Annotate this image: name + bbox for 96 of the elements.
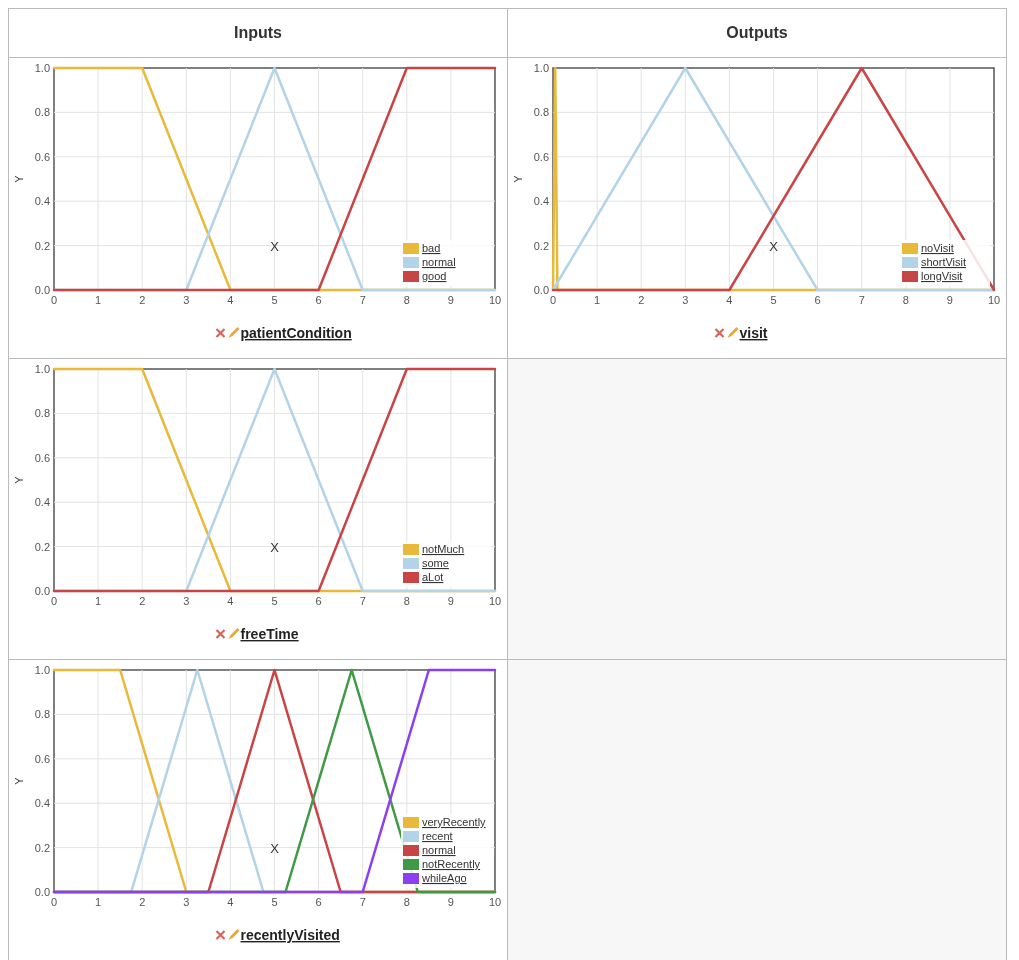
y-tick-label: 0.6 — [34, 451, 50, 464]
legend-label: noVisit — [921, 242, 954, 254]
x-tick-label: 0 — [50, 294, 58, 306]
x-axis-title: visit — [739, 325, 768, 341]
y-axis-title: Y — [13, 174, 25, 183]
x-axis-title: patientCondition — [240, 325, 352, 341]
x-tick-label: 0 — [549, 294, 557, 306]
x-tick-label: 9 — [447, 294, 454, 306]
x-tick-label: 8 — [403, 294, 410, 306]
y-axis-title: Y — [512, 174, 524, 183]
x-tick-label: 5 — [770, 294, 777, 306]
x-tick-label: 10 — [488, 896, 502, 908]
y-tick-label: 0.0 — [34, 886, 50, 898]
x-tick-label: 5 — [271, 294, 278, 306]
legend-label: notMuch — [422, 543, 465, 555]
x-tick-label: 5 — [271, 595, 278, 607]
y-tick-label: 0.8 — [34, 407, 50, 420]
y-tick-label: 1.0 — [34, 664, 50, 676]
annotation: X — [270, 840, 280, 856]
x-tick-label: 2 — [139, 896, 146, 908]
legend-label: good — [422, 270, 447, 282]
x-tick-label: 4 — [227, 294, 234, 306]
y-tick-label: 1.0 — [533, 62, 549, 74]
legend-label: bad — [422, 242, 441, 254]
x-tick-label: 1 — [95, 595, 102, 607]
annotation: X — [769, 238, 779, 254]
legend-label: shortVisit — [921, 256, 967, 268]
legend-label: notRecently — [422, 858, 481, 870]
y-tick-label: 0.4 — [533, 195, 549, 208]
x-tick-label: 2 — [638, 294, 645, 306]
legend-label: normal — [422, 844, 456, 856]
y-axis-title: Y — [13, 475, 25, 484]
x-tick-label: 9 — [447, 595, 454, 607]
y-tick-label: 0.0 — [34, 284, 50, 296]
legend-label: whileAgo — [421, 872, 467, 884]
x-tick-label: 1 — [95, 896, 102, 908]
x-tick-label: 8 — [403, 595, 410, 607]
x-tick-label: 4 — [726, 294, 733, 306]
y-tick-label: 0.8 — [34, 708, 50, 721]
chart-title: Outputs — [507, 8, 1007, 58]
y-tick-label: 0.2 — [34, 540, 50, 553]
legend-label: some — [422, 557, 449, 569]
x-tick-label: 0 — [50, 595, 58, 607]
y-tick-label: 1.0 — [34, 363, 50, 375]
annotation: X — [270, 238, 280, 254]
x-tick-label: 1 — [95, 294, 102, 306]
x-axis-title: freeTime — [240, 626, 299, 642]
x-tick-label: 3 — [183, 294, 190, 306]
x-tick-label: 10 — [488, 294, 502, 306]
x-tick-label: 3 — [183, 896, 190, 908]
y-tick-label: 0.8 — [34, 106, 50, 119]
y-tick-label: 0.2 — [34, 841, 50, 854]
x-tick-label: 10 — [987, 294, 1001, 306]
x-axis-title: recentlyVisited — [240, 927, 340, 943]
x-tick-label: 7 — [359, 294, 366, 306]
x-tick-label: 8 — [403, 896, 410, 908]
x-tick-label: 8 — [902, 294, 909, 306]
y-tick-label: 0.8 — [533, 106, 549, 119]
y-tick-label: 0.2 — [34, 239, 50, 252]
x-tick-label: 2 — [139, 595, 146, 607]
x-tick-label: 6 — [315, 595, 322, 607]
x-tick-label: 1 — [594, 294, 601, 306]
y-tick-label: 0.6 — [34, 752, 50, 765]
y-tick-label: 0.2 — [533, 239, 549, 252]
x-tick-label: 7 — [858, 294, 865, 306]
x-tick-label: 7 — [359, 896, 366, 908]
y-tick-label: 0.0 — [34, 585, 50, 597]
x-tick-label: 0 — [50, 896, 58, 908]
x-tick-label: 7 — [359, 595, 366, 607]
y-tick-label: 0.4 — [34, 496, 50, 509]
x-tick-label: 3 — [183, 595, 190, 607]
legend-label: longVisit — [921, 270, 963, 282]
x-tick-label: 5 — [271, 896, 278, 908]
x-tick-label: 10 — [488, 595, 502, 607]
x-tick-label: 9 — [946, 294, 953, 306]
y-tick-label: 1.0 — [34, 62, 50, 74]
x-tick-label: 4 — [227, 595, 234, 607]
annotation: X — [270, 539, 280, 555]
x-tick-label: 6 — [315, 896, 322, 908]
y-tick-label: 0.4 — [34, 797, 50, 810]
x-tick-label: 6 — [814, 294, 821, 306]
y-tick-label: 0.6 — [34, 150, 50, 163]
y-tick-label: 0.0 — [533, 284, 549, 296]
legend-label: veryRecently — [422, 816, 487, 828]
y-tick-label: 0.6 — [533, 150, 549, 163]
x-tick-label: 6 — [315, 294, 322, 306]
legend-label: recent — [422, 830, 453, 842]
legend-label: normal — [422, 256, 456, 268]
chart-title: Inputs — [8, 8, 508, 58]
y-tick-label: 0.4 — [34, 195, 50, 208]
x-tick-label: 4 — [227, 896, 234, 908]
x-tick-label: 3 — [682, 294, 689, 306]
x-tick-label: 2 — [139, 294, 146, 306]
y-axis-title: Y — [13, 776, 25, 785]
x-tick-label: 9 — [447, 896, 454, 908]
legend-label: aLot — [422, 571, 444, 583]
